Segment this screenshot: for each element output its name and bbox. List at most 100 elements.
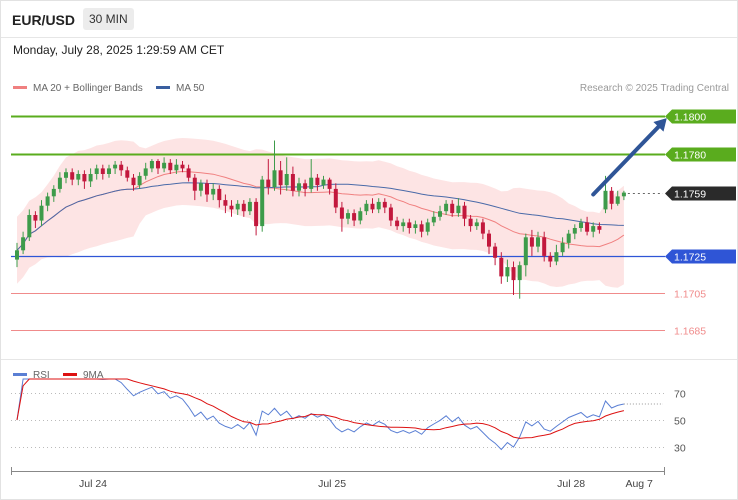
- candle: [462, 201, 467, 227]
- candle-body: [431, 216, 436, 223]
- candle-body: [315, 177, 320, 186]
- candle-body: [333, 188, 338, 208]
- candle-body: [376, 201, 381, 210]
- candle-body: [327, 179, 332, 189]
- candle-body: [505, 267, 510, 277]
- candle: [407, 218, 412, 234]
- candle: [278, 161, 283, 195]
- candle-body: [388, 207, 393, 221]
- candle-body: [223, 200, 228, 206]
- price-legend: MA 20 + Bollinger Bands MA 50 Research ©…: [13, 83, 729, 94]
- rsi-ma-line: [16, 378, 625, 439]
- candle-body: [137, 175, 142, 186]
- candle: [554, 244, 559, 266]
- candle-body: [168, 162, 173, 171]
- candle: [346, 209, 350, 225]
- rsi-grid: 70 50 30: [11, 389, 686, 455]
- candle-body: [162, 162, 167, 169]
- candle: [413, 220, 418, 234]
- candle-body: [401, 222, 406, 227]
- candle: [382, 198, 387, 214]
- candle: [94, 164, 99, 180]
- candle: [70, 168, 75, 186]
- time-tick-jul-24: Jul 24: [79, 478, 107, 490]
- candle-body: [468, 218, 473, 227]
- candle-body: [358, 211, 363, 221]
- candle: [425, 218, 430, 236]
- candle-body: [125, 170, 130, 178]
- rsi-tick-70: 70: [674, 389, 686, 401]
- candle: [290, 166, 295, 197]
- candle: [186, 164, 191, 182]
- candle: [272, 140, 277, 191]
- level-label-1-1685: 1.1685: [674, 326, 706, 338]
- level-label-1-1780: 1.1780: [674, 150, 706, 162]
- candle: [162, 157, 167, 173]
- candle-body: [444, 203, 449, 212]
- candle-body: [425, 222, 430, 232]
- legend-swatch-9ma: [63, 373, 77, 376]
- time-axis-layer: Jul 24 Jul 25 Jul 28 Aug 7: [11, 467, 665, 490]
- candle-body: [211, 188, 216, 195]
- candle-body: [579, 222, 583, 228]
- candle-body: [131, 177, 136, 186]
- candle-body: [260, 179, 265, 227]
- rsi-tick-30: 30: [674, 443, 686, 455]
- candle: [235, 200, 240, 215]
- bollinger-layer: [17, 138, 624, 288]
- candle: [352, 209, 357, 227]
- candle: [615, 190, 620, 206]
- forecast-arrow-layer: [591, 118, 667, 197]
- candle: [444, 200, 449, 215]
- candle: [247, 198, 252, 215]
- candle: [137, 172, 142, 189]
- timeframe-badge[interactable]: 30 MIN: [83, 8, 134, 30]
- candle: [33, 211, 38, 228]
- candle-body: [27, 215, 32, 238]
- candle: [82, 170, 87, 189]
- candle-body: [309, 177, 314, 189]
- candle: [438, 205, 442, 221]
- candle: [487, 229, 491, 255]
- candle-body: [499, 257, 504, 277]
- candle: [450, 200, 455, 217]
- ma50-line: [16, 182, 624, 251]
- time-axis: Jul 24 Jul 25 Jul 28 Aug 7: [11, 467, 665, 490]
- candle-body: [321, 179, 326, 186]
- candle-body: [82, 174, 87, 182]
- candle-body: [474, 222, 479, 227]
- legend-label-9ma: 9MA: [83, 370, 104, 381]
- legend-label-ma50: MA 50: [176, 83, 205, 94]
- candle-body: [119, 164, 124, 171]
- candle-body: [462, 205, 467, 219]
- candle-body: [284, 174, 289, 186]
- candle: [536, 231, 540, 253]
- candle-body: [487, 233, 491, 247]
- candle-body: [407, 222, 412, 228]
- level-badge-1-1759: [665, 186, 736, 201]
- candle-body: [450, 203, 455, 214]
- candle: [364, 200, 369, 215]
- candle: [229, 200, 234, 217]
- level-label-1-1725: 1.1725: [674, 252, 706, 264]
- date-line: Monday, July 28, 2025 1:29:59 AM CET: [13, 43, 225, 57]
- candle-body: [339, 207, 344, 219]
- candle: [39, 200, 44, 227]
- candle-body: [413, 224, 418, 228]
- candle-body: [15, 250, 19, 260]
- candle: [517, 261, 522, 299]
- candle-body: [419, 224, 424, 232]
- candle-body: [272, 170, 277, 188]
- candle: [597, 222, 602, 234]
- legend-swatch-ma50: [156, 86, 170, 89]
- candle-body: [186, 168, 191, 178]
- candle-body: [254, 201, 259, 227]
- candle-body: [303, 183, 308, 189]
- candle: [303, 179, 308, 197]
- candle-body: [198, 183, 203, 191]
- candle-body: [603, 190, 608, 210]
- candle-body: [278, 170, 283, 186]
- rsi-legend: RSI 9MA: [13, 370, 104, 381]
- candle: [585, 216, 590, 236]
- candle: [223, 194, 228, 214]
